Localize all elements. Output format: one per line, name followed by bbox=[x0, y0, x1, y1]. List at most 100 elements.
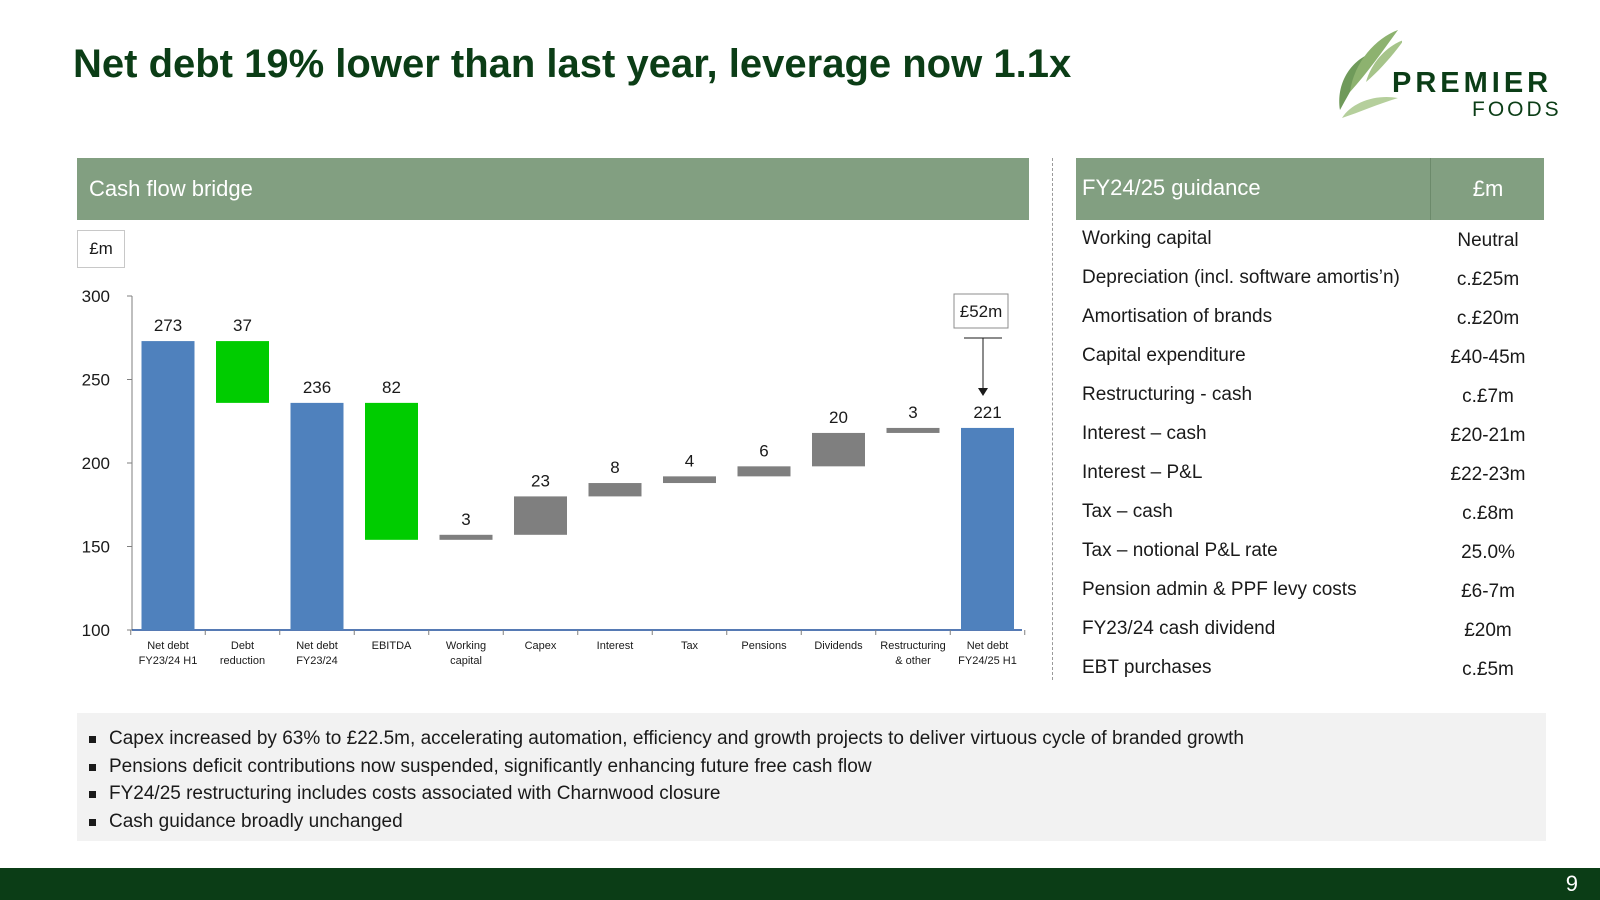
bar-value-label: 236 bbox=[303, 378, 331, 397]
callout-label: £52m bbox=[960, 302, 1003, 321]
guidance-row-value: c.£7m bbox=[1462, 386, 1514, 407]
guidance-header-label: FY24/25 guidance bbox=[1082, 175, 1261, 200]
bar-value-label: 3 bbox=[461, 510, 470, 529]
x-category-label: Dividends bbox=[814, 640, 863, 652]
bullet-item: Pensions deficit contributions now suspe… bbox=[89, 753, 1546, 781]
x-category-label: Interest bbox=[597, 640, 634, 652]
callout-52m: £52m bbox=[953, 293, 1009, 396]
waterfall-bar-total bbox=[141, 341, 195, 630]
guidance-row: Working capital Neutral bbox=[1082, 224, 1542, 263]
x-category-label: Pensions bbox=[741, 640, 787, 652]
guidance-row: Depreciation (incl. software amortis’n) c… bbox=[1082, 263, 1542, 302]
guidance-row-label: Amortisation of brands bbox=[1082, 306, 1273, 327]
guidance-row: Tax – notional P&L rate 25.0% bbox=[1082, 536, 1542, 575]
leaf-logo-icon bbox=[1339, 30, 1402, 118]
y-tick-label: 250 bbox=[82, 371, 110, 390]
guidance-row-label: Tax – notional P&L rate bbox=[1082, 540, 1278, 561]
callout-box bbox=[953, 293, 1009, 329]
guidance-row-label: FY23/24 cash dividend bbox=[1082, 618, 1276, 639]
footer-bar: 9 bbox=[0, 868, 1600, 900]
page-number: 9 bbox=[1565, 871, 1578, 896]
bullet-item: Cash guidance broadly unchanged bbox=[89, 808, 1546, 836]
guidance-row-value: £20-21m bbox=[1450, 425, 1526, 446]
waterfall-bar-decrease bbox=[365, 402, 418, 540]
guidance-row-value: c.£5m bbox=[1462, 659, 1514, 680]
guidance-row-label: Interest – cash bbox=[1082, 423, 1207, 444]
cash-flow-header-label: Cash flow bridge bbox=[89, 176, 253, 201]
y-tick-label: 200 bbox=[82, 454, 110, 473]
guidance-row-label: Depreciation (incl. software amortis’n) bbox=[1082, 267, 1400, 288]
bar-value-label: 4 bbox=[685, 451, 694, 470]
x-category-label: Net debt FY24/25 H1 bbox=[958, 640, 1017, 667]
bar-value-label: 273 bbox=[154, 316, 182, 335]
unit-label-box: £m bbox=[77, 230, 125, 268]
x-category-label: Debt reduction bbox=[220, 640, 265, 667]
bar-value-label: 221 bbox=[973, 403, 1001, 422]
y-tick-label: 100 bbox=[82, 621, 110, 640]
x-category-label: Tax bbox=[681, 640, 699, 652]
guidance-row-value: £40-45m bbox=[1450, 347, 1526, 368]
bar-value-label: 20 bbox=[829, 408, 848, 427]
bar-value-label: 8 bbox=[610, 458, 619, 477]
bar-value-label: 3 bbox=[908, 403, 917, 422]
guidance-row: Capital expenditure £40-45m bbox=[1082, 341, 1542, 380]
x-category-label: Capex bbox=[525, 640, 557, 652]
guidance-row: Interest – cash £20-21m bbox=[1082, 419, 1542, 458]
waterfall-bar-decrease bbox=[216, 341, 269, 403]
guidance-row: Restructuring - cash c.£7m bbox=[1082, 380, 1542, 419]
bar-value-label: 37 bbox=[233, 316, 252, 335]
guidance-row-label: Capital expenditure bbox=[1082, 345, 1246, 366]
waterfall-bar-increase bbox=[588, 483, 642, 497]
bar-value-label: 6 bbox=[759, 441, 768, 460]
guidance-header-unit: £m bbox=[1430, 158, 1545, 220]
bullet-item: FY24/25 restructuring includes costs ass… bbox=[89, 780, 1546, 808]
waterfall-bar-increase bbox=[439, 534, 493, 540]
waterfall-bar-total bbox=[290, 402, 344, 630]
guidance-row: Amortisation of brands c.£20m bbox=[1082, 302, 1542, 341]
logo-wordmark-premier: PREMIER bbox=[1392, 67, 1553, 99]
premier-foods-logo: PREMIER FOODS bbox=[1332, 22, 1572, 122]
waterfall-bar-increase bbox=[514, 496, 567, 535]
waterfall-bar-increase bbox=[737, 466, 791, 477]
waterfall-bar-increase bbox=[812, 432, 865, 467]
cash-flow-waterfall-chart: 100 150 200 250 300 273 37 236 82 3 23 8 4 6 20 3 221 N… bbox=[82, 287, 1026, 667]
x-category-label: Net debt FY23/24 bbox=[296, 640, 338, 667]
guidance-row-label: Working capital bbox=[1082, 228, 1212, 249]
x-category-label: Working capital bbox=[446, 640, 486, 667]
guidance-row-value: Neutral bbox=[1457, 230, 1519, 251]
guidance-row-value: c.£20m bbox=[1456, 308, 1520, 329]
guidance-row-value: c.£8m bbox=[1462, 503, 1514, 524]
bullet-item: Capex increased by 63% to £22.5m, accele… bbox=[89, 725, 1546, 753]
guidance-row-value: c.£25m bbox=[1456, 269, 1520, 290]
guidance-row: Interest – P&L £22-23m bbox=[1082, 458, 1542, 497]
section-divider bbox=[1052, 158, 1053, 680]
guidance-row: EBT purchases c.£5m bbox=[1082, 653, 1542, 692]
guidance-header: FY24/25 guidance £m bbox=[1076, 158, 1544, 220]
bar-value-label: 23 bbox=[531, 471, 550, 490]
guidance-row-label: EBT purchases bbox=[1082, 657, 1212, 678]
guidance-row-value: 25.0% bbox=[1461, 542, 1515, 563]
guidance-row-value: £6-7m bbox=[1461, 581, 1515, 602]
y-tick-label: 300 bbox=[82, 287, 110, 306]
y-tick-label: 150 bbox=[82, 538, 110, 557]
guidance-row-label: Interest – P&L bbox=[1082, 462, 1203, 483]
x-category-label: Net debt FY23/24 H1 bbox=[139, 640, 198, 667]
guidance-row: Pension admin & PPF levy costs £6-7m bbox=[1082, 575, 1542, 614]
guidance-row-label: Restructuring - cash bbox=[1082, 384, 1253, 405]
guidance-row-value: £20m bbox=[1464, 620, 1512, 641]
x-category-label: Restructuring & other bbox=[880, 640, 945, 667]
callout-arrow-icon bbox=[978, 388, 988, 396]
guidance-row-label: Tax – cash bbox=[1082, 501, 1173, 522]
guidance-row-label: Pension admin & PPF levy costs bbox=[1082, 579, 1357, 600]
guidance-row: FY23/24 cash dividend £20m bbox=[1082, 614, 1542, 653]
waterfall-bar-increase bbox=[663, 476, 716, 484]
key-points-box: Capex increased by 63% to £22.5m, accele… bbox=[77, 713, 1546, 841]
guidance-row-value: £22-23m bbox=[1450, 464, 1526, 485]
x-category-label: EBITDA bbox=[372, 640, 412, 652]
logo-wordmark-foods: FOODS bbox=[1472, 98, 1562, 121]
waterfall-bar-increase bbox=[886, 427, 940, 433]
waterfall-bar-total bbox=[961, 427, 1014, 630]
guidance-row: Tax – cash c.£8m bbox=[1082, 497, 1542, 536]
cash-flow-header: Cash flow bridge bbox=[77, 158, 1029, 220]
page-title: Net debt 19% lower than last year, lever… bbox=[73, 42, 1072, 86]
